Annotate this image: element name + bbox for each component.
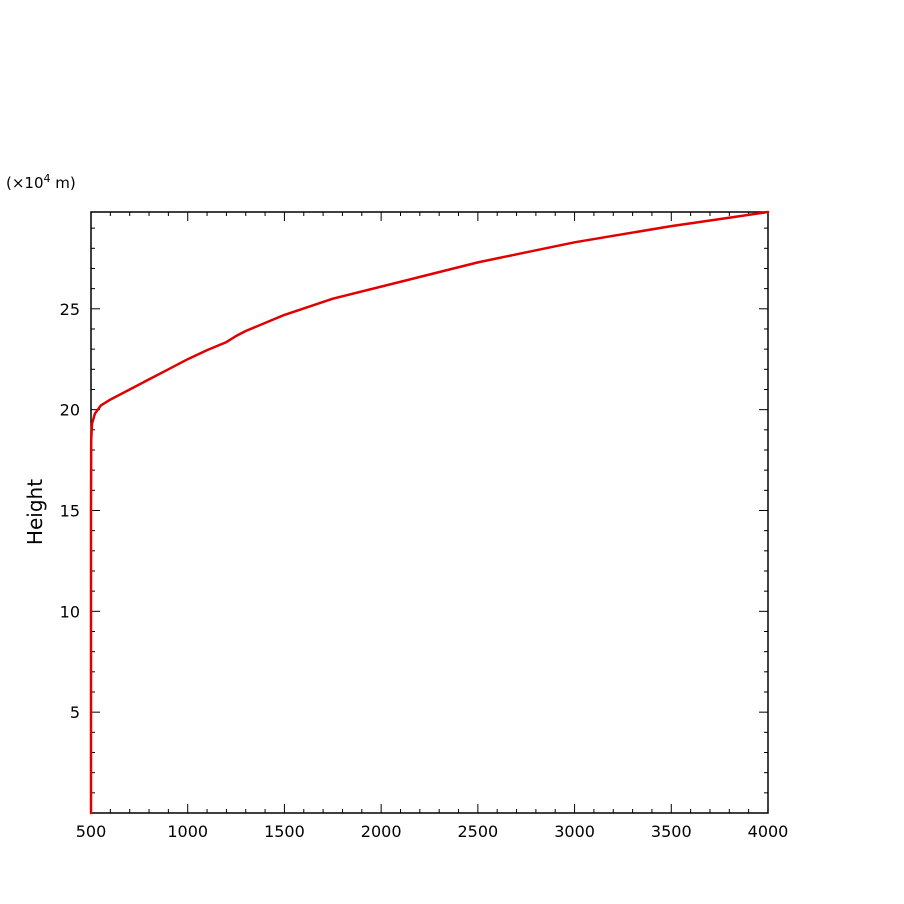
y-tick-label: 25 [60, 300, 80, 319]
plot-area [90, 211, 769, 814]
x-tick-label: 500 [76, 822, 107, 841]
x-tick-label: 3000 [554, 822, 595, 841]
y-tick-label: 15 [60, 501, 80, 520]
series-line-0 [89, 210, 770, 815]
x-tick-labels: 500 1000 1500 2000 2500 3000 3500 4000 [76, 822, 789, 841]
plot-frame [90, 211, 769, 814]
x-tick-label: 4000 [748, 822, 789, 841]
y-unit-label: (×104 m) [6, 172, 76, 192]
x-tick-label: 2000 [361, 822, 402, 841]
y-axis-title: Height [23, 479, 47, 545]
major-ticks [90, 212, 769, 813]
y-tick-label: 20 [60, 401, 80, 420]
y-tick-label: 10 [60, 602, 80, 621]
y-unit-base: (×10 [6, 174, 44, 192]
x-tick-label: 3500 [651, 822, 692, 841]
y-unit-exponent: 4 [44, 172, 51, 185]
x-tick-label: 1000 [167, 822, 208, 841]
minor-ticks [91, 212, 768, 813]
y-tick-label: 5 [70, 703, 80, 722]
series-layer [89, 210, 770, 815]
y-tick-labels: 5 10 15 20 25 [60, 300, 80, 722]
y-unit-suffix: m) [51, 174, 76, 192]
x-tick-label: 1500 [264, 822, 305, 841]
x-tick-label: 2500 [457, 822, 498, 841]
